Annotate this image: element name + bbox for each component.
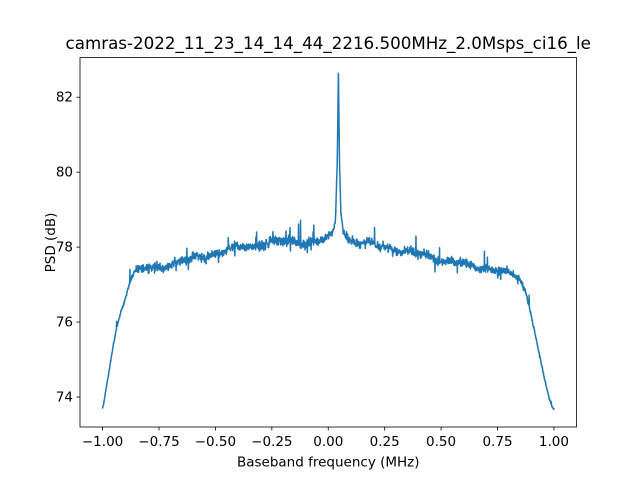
psd-line-layer bbox=[101, 72, 555, 411]
x-tick-label: 0.50 bbox=[426, 434, 456, 450]
x-axis-label: Baseband frequency (MHz) bbox=[237, 455, 420, 471]
x-tick-label: 1.00 bbox=[539, 434, 569, 450]
chart-title: camras-2022_11_23_14_14_44_2216.500MHz_2… bbox=[66, 33, 591, 54]
x-tick-label: −0.50 bbox=[195, 434, 236, 450]
x-tick-label: 0.00 bbox=[313, 434, 343, 450]
y-tick-label: 82 bbox=[56, 90, 73, 106]
x-tick-label: −0.75 bbox=[138, 434, 179, 450]
y-tick-label: 80 bbox=[56, 165, 73, 181]
x-tick-label: 0.75 bbox=[482, 434, 512, 450]
psd-trace bbox=[101, 72, 555, 411]
y-tick-label: 76 bbox=[56, 315, 73, 331]
y-tick-label: 74 bbox=[56, 390, 73, 406]
x-tick-label: 0.25 bbox=[370, 434, 400, 450]
y-tick-label: 78 bbox=[56, 240, 73, 256]
plot-area bbox=[79, 57, 577, 428]
x-tick-label: −1.00 bbox=[82, 434, 123, 450]
y-axis-label: PSD (dB) bbox=[43, 213, 59, 273]
x-tick-label: −0.25 bbox=[251, 434, 292, 450]
axis-ticks: −1.00 −0.75 −0.50 −0.25 0.00 0.25 0.50 0.75 1.00… bbox=[56, 90, 569, 450]
